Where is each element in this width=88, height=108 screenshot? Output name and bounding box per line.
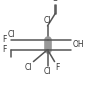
Text: O: O	[52, 0, 59, 3]
Text: Cl: Cl	[44, 16, 51, 25]
Text: Cl: Cl	[44, 68, 51, 76]
Text: Cl: Cl	[24, 63, 32, 72]
Text: Cl: Cl	[8, 30, 15, 39]
Text: OH: OH	[72, 40, 84, 49]
Text: F: F	[55, 63, 60, 72]
Text: F: F	[2, 35, 7, 44]
Text: F: F	[2, 45, 7, 54]
